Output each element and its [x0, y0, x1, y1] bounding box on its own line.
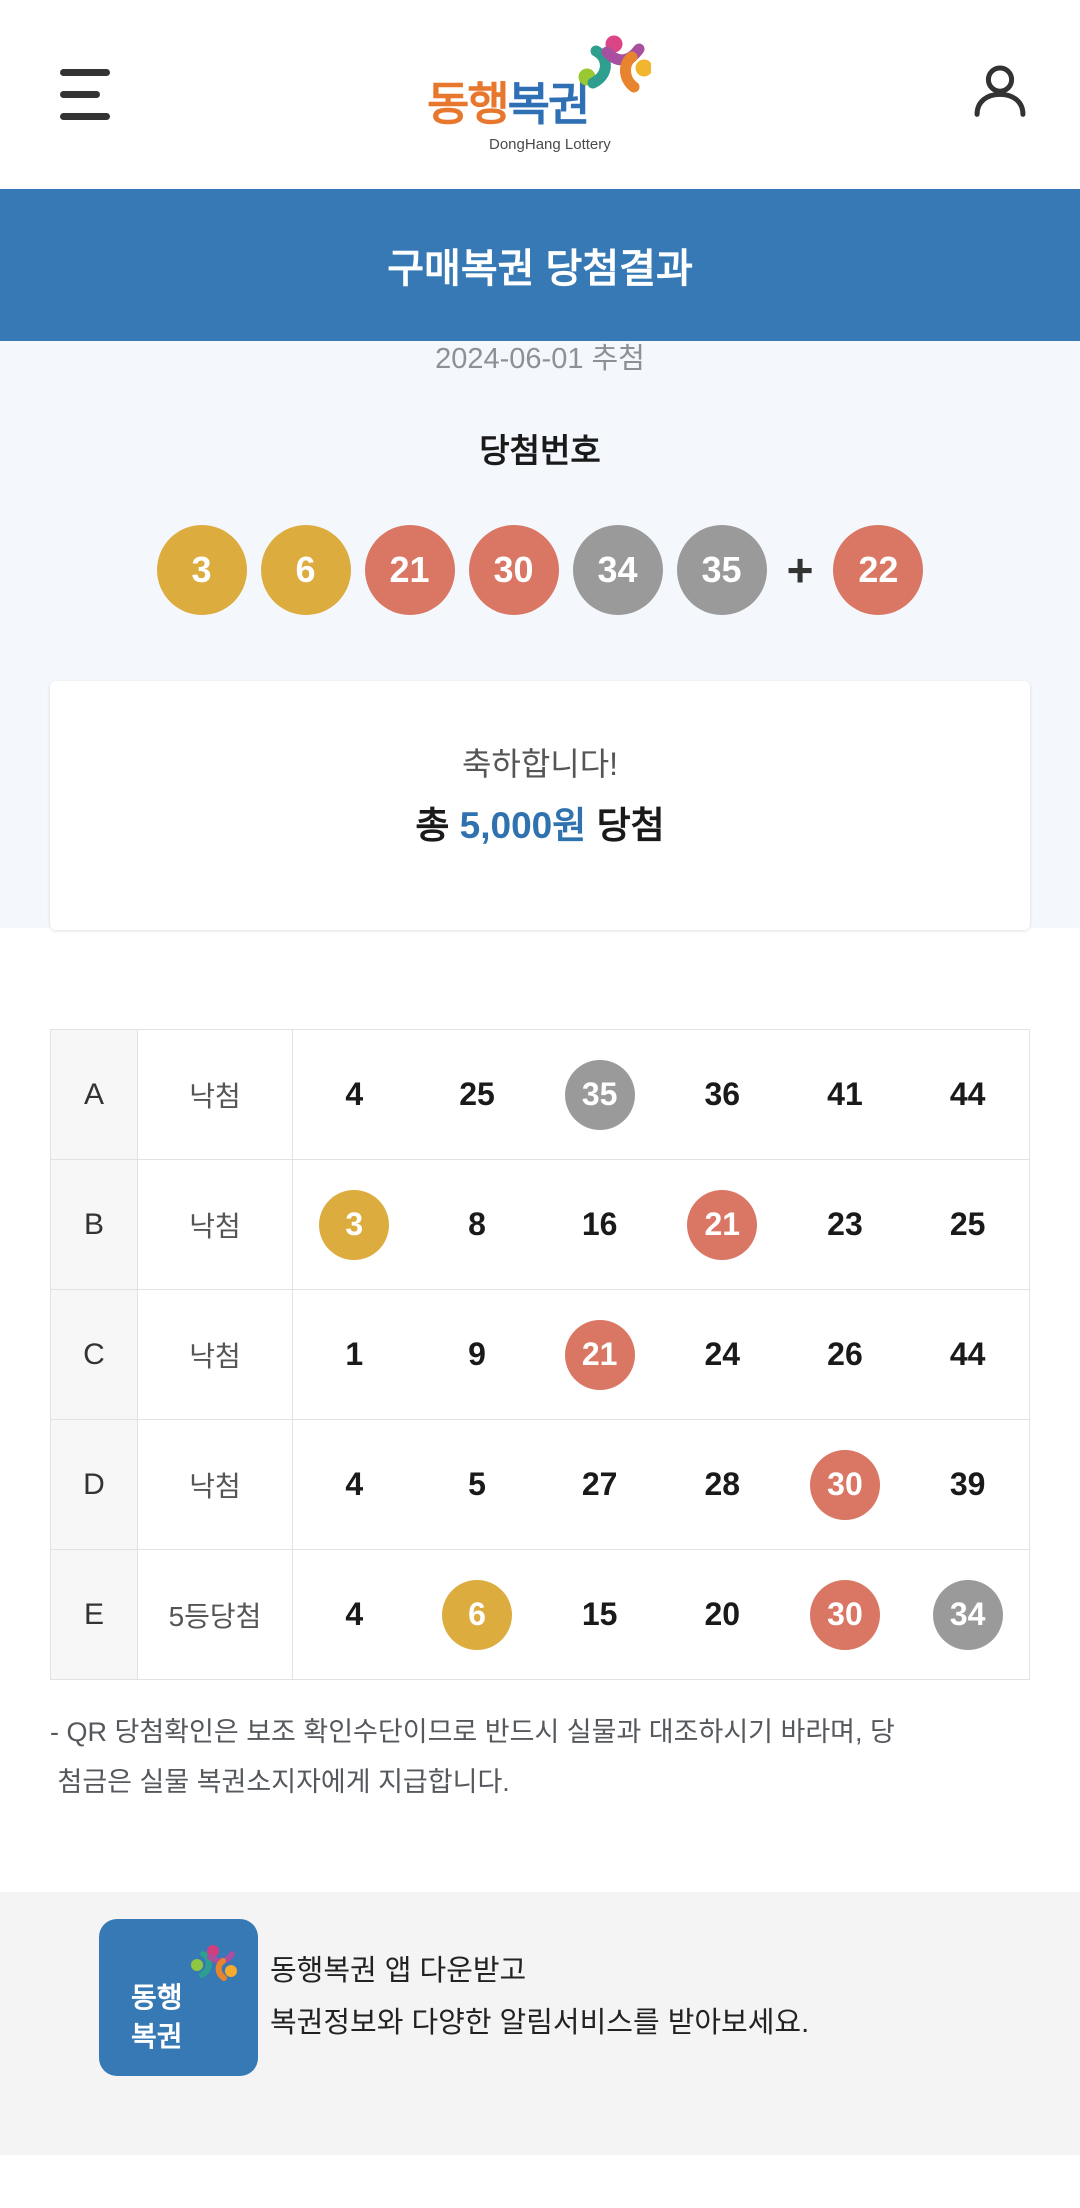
svg-text:동행: 동행 [131, 1982, 183, 2013]
svg-text:복권: 복권 [131, 2021, 183, 2052]
